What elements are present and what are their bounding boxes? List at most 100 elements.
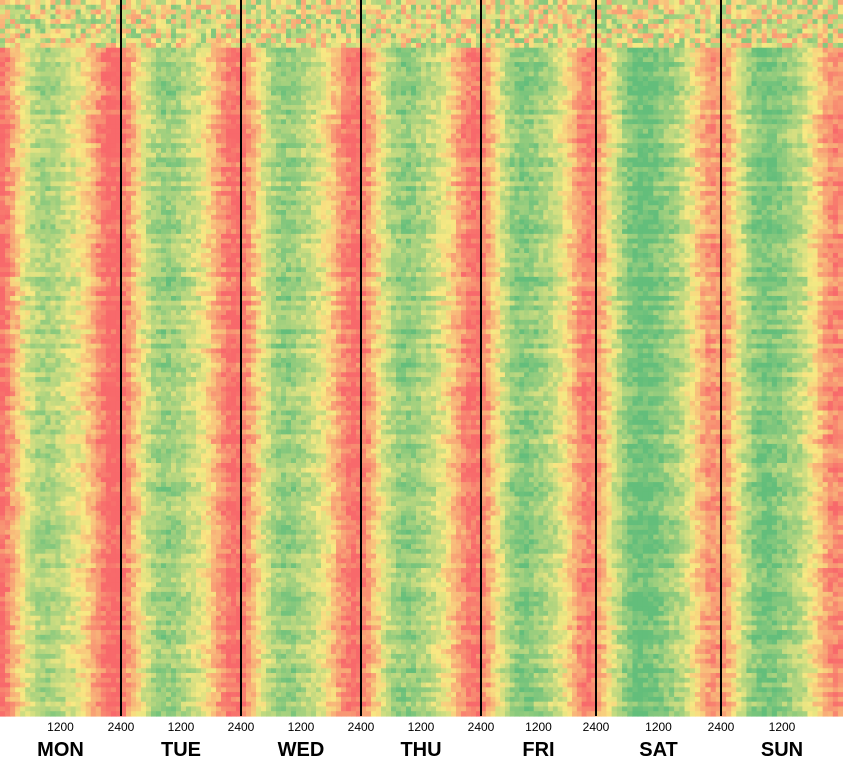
heatmap-cell [110,711,117,717]
heatmap-cell [25,653,31,660]
heatmap-cell [201,267,207,273]
heatmap-cell [95,300,102,307]
heatmap-cell [0,539,6,545]
heatmap-cell [115,539,122,545]
heatmap-cell [45,429,52,435]
heatmap-cell [35,38,41,44]
heatmap-cell [110,706,117,712]
heatmap-cell [5,429,11,435]
heatmap-cell [221,267,227,273]
heatmap-cell [20,568,26,574]
heatmap-cell [95,233,102,240]
heatmap-cell [0,563,6,569]
heatmap-cell [0,248,6,254]
heatmap-cell [186,57,192,63]
heatmap-cell [45,477,52,483]
heatmap-cell [50,429,57,435]
heatmap-cell [75,696,82,703]
heatmap-cell [40,396,46,402]
heatmap-cell [20,343,26,350]
heatmap-cell [121,124,127,130]
heatmap-cell [201,4,207,11]
heatmap-cell [0,630,6,636]
heatmap-cell [85,644,92,650]
heatmap-cell [10,52,16,58]
heatmap-cell [0,381,6,388]
heatmap-cell [50,252,57,259]
heatmap-cell [196,124,202,130]
heatmap-cell [100,252,107,259]
heatmap-cell [50,14,57,20]
heatmap-cell [100,587,107,593]
heatmap-cell [25,52,31,58]
heatmap-cell [85,229,92,235]
heatmap-cell [90,529,97,536]
heatmap-cell [65,405,72,412]
heatmap-cell [65,76,72,82]
heatmap-cell [201,28,207,35]
heatmap-cell [55,696,62,703]
heatmap-cell [126,200,132,206]
heatmap-cell [156,186,162,192]
heatmap-cell [25,348,31,354]
heatmap-cell [226,238,232,245]
heatmap-cell [65,534,72,540]
heatmap-cell [90,463,97,469]
heatmap-cell [30,634,36,641]
heatmap-cell [151,171,157,178]
heatmap-cell [196,62,202,68]
heatmap-cell [15,563,21,569]
heatmap-cell [201,157,207,163]
heatmap-cell [85,171,92,178]
heatmap-cell [110,248,117,254]
heatmap-cell [50,224,57,230]
heatmap-cell [95,95,102,101]
heatmap-cell [50,658,57,665]
heatmap-cell [45,224,52,230]
heatmap-cell [85,377,92,383]
heatmap-cell [65,334,72,340]
heatmap-cell [211,157,217,163]
heatmap-cell [206,133,212,140]
heatmap-cell [15,620,21,626]
heatmap-cell [60,563,67,569]
heatmap-cell [70,505,77,512]
heatmap-cell [80,400,87,407]
heatmap-cell [70,33,77,39]
heatmap-cell [55,443,62,450]
heatmap-cell [25,229,31,235]
heatmap-cell [105,4,112,11]
heatmap-cell [30,639,36,645]
heatmap-cell [0,38,6,44]
heatmap-cell [115,391,122,397]
heatmap-cell [40,553,46,560]
heatmap-cell [25,439,31,445]
heatmap-cell [211,152,217,159]
heatmap-cell [35,644,41,650]
heatmap-cell [0,639,6,645]
heatmap-cell [80,128,87,135]
heatmap-cell [201,38,207,44]
heatmap-cell [35,448,41,455]
heatmap-cell [85,33,92,39]
heatmap-cell [10,358,16,364]
heatmap-cell [186,42,192,49]
heatmap-cell [221,71,227,77]
heatmap-cell [115,66,122,73]
heatmap-cell [40,353,46,359]
heatmap-cell [0,238,6,245]
heatmap-cell [126,38,132,44]
heatmap-cell [90,377,97,383]
heatmap-cell [100,38,107,44]
heatmap-cell [50,300,57,307]
heatmap-cell [115,582,122,588]
heatmap-cell [15,315,21,321]
heatmap-cell [10,558,16,564]
heatmap-cell [151,57,157,63]
heatmap-cell [176,186,182,192]
heatmap-cell [20,692,26,698]
heatmap-cell [30,453,36,459]
heatmap-cell [85,210,92,216]
heatmap-cell [196,262,202,268]
heatmap-cell [90,57,97,63]
